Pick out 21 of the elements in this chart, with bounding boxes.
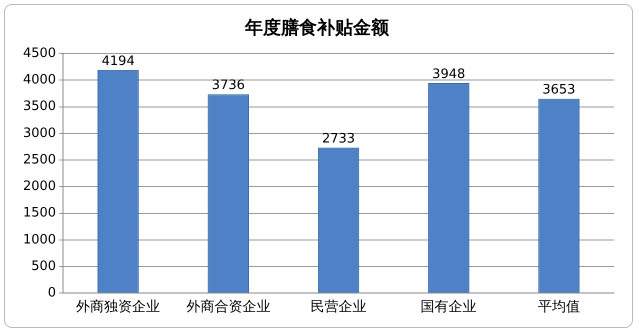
y-tick-label: 1500 (22, 206, 56, 221)
chart-title: 年度膳食补贴金额 (244, 17, 390, 38)
y-tick-label: 4500 (22, 46, 56, 61)
y-tick-label: 500 (31, 258, 56, 274)
y-tick-label: 2500 (22, 152, 56, 168)
data-label: 4194 (102, 54, 135, 69)
data-label: 2733 (322, 132, 356, 147)
y-tick-label: 3500 (22, 99, 56, 114)
data-label: 3736 (212, 78, 245, 94)
y-tick-label: 0 (48, 286, 56, 301)
data-label: 3653 (542, 82, 576, 98)
data-label: 3948 (432, 66, 466, 82)
x-tick-label: 国有企业 (420, 299, 477, 316)
x-tick-label: 民营企业 (310, 299, 367, 316)
y-tick-label: 3000 (22, 126, 56, 141)
x-tick-label: 外商独资企业 (76, 299, 160, 316)
y-tick-label: 1000 (22, 232, 56, 248)
x-tick-label: 平均值 (538, 299, 580, 316)
y-tick-label: 2000 (22, 179, 56, 194)
y-tick-label: 4000 (22, 72, 56, 88)
x-tick-label: 外商合资企业 (186, 299, 270, 316)
